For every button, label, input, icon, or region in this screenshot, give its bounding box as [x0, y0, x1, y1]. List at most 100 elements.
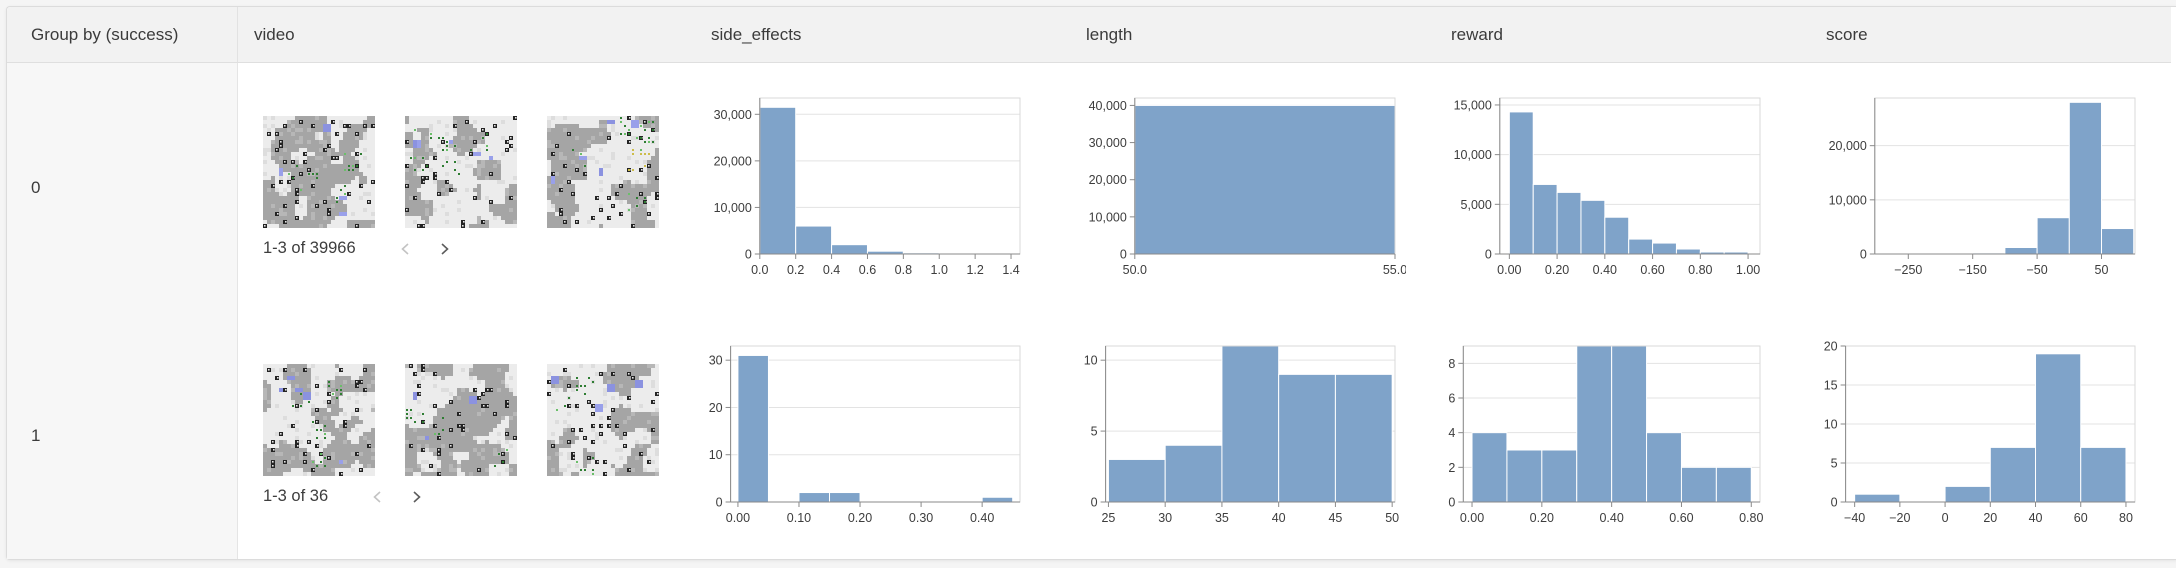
group-value-cell: 0	[7, 63, 238, 313]
column-header-video[interactable]: video	[238, 7, 666, 63]
histogram-cell-side-effects-row0: 0.0 0.2 0.4 0.6 0.8 1.0 1.2 1.4 0 10,000 20,000 30,…	[666, 63, 1041, 313]
svg-text:20: 20	[1824, 340, 1838, 354]
svg-text:6: 6	[1448, 392, 1455, 406]
svg-text:40: 40	[1272, 511, 1286, 525]
svg-text:0.40: 0.40	[970, 511, 994, 525]
svg-text:0.0: 0.0	[751, 263, 768, 277]
svg-text:10: 10	[709, 448, 723, 462]
svg-text:15,000: 15,000	[1454, 98, 1492, 112]
svg-text:1.0: 1.0	[931, 263, 948, 277]
svg-text:4: 4	[1448, 426, 1455, 440]
svg-text:0.40: 0.40	[1593, 263, 1617, 277]
svg-text:0.20: 0.20	[848, 511, 872, 525]
svg-text:5,000: 5,000	[1461, 198, 1492, 212]
svg-text:50: 50	[2095, 263, 2109, 277]
svg-text:0.00: 0.00	[726, 511, 750, 525]
svg-text:50.0: 50.0	[1123, 263, 1147, 277]
histogram-chart: −40 −20 0 20 40 60 80 0 5 10 15 20	[1815, 336, 2147, 536]
svg-text:80: 80	[2119, 511, 2133, 525]
gridworld-thumbnail[interactable]	[405, 363, 517, 476]
gridworld-thumbnail[interactable]	[405, 115, 517, 228]
svg-text:60: 60	[2074, 511, 2088, 525]
svg-text:1.4: 1.4	[1002, 263, 1019, 277]
svg-text:0.10: 0.10	[787, 511, 811, 525]
column-header-side-effects[interactable]: side_effects	[666, 7, 1041, 63]
svg-text:10,000: 10,000	[1454, 148, 1492, 162]
svg-text:35: 35	[1215, 511, 1229, 525]
column-header-group-by[interactable]: Group by (success)	[7, 7, 238, 63]
video-thumbnails	[263, 363, 659, 476]
video-cell: 1-3 of 39966	[238, 63, 666, 313]
svg-text:45: 45	[1328, 511, 1342, 525]
chevron-left-icon[interactable]	[394, 237, 418, 261]
svg-text:0: 0	[1860, 248, 1867, 262]
svg-text:2: 2	[1448, 461, 1455, 475]
chevron-left-icon[interactable]	[366, 485, 390, 509]
gridworld-thumbnail[interactable]	[547, 363, 659, 476]
svg-text:30: 30	[1158, 511, 1172, 525]
svg-text:15: 15	[1824, 379, 1838, 393]
video-cell: 1-3 of 36	[238, 313, 666, 559]
svg-text:0.30: 0.30	[909, 511, 933, 525]
svg-text:−50: −50	[2026, 263, 2047, 277]
svg-text:1.00: 1.00	[1736, 263, 1760, 277]
svg-text:0: 0	[1448, 496, 1455, 510]
histogram-chart: 0.0 0.2 0.4 0.6 0.8 1.0 1.2 1.4 0 10,000 20,000 30,…	[700, 88, 1032, 288]
svg-text:10,000: 10,000	[1089, 210, 1127, 224]
histogram-cell-length-row0: 50.0 55.0 0 10,000 20,000 30,000 40,000	[1041, 63, 1407, 313]
svg-text:30: 30	[709, 354, 723, 368]
histogram-chart: −250 −150 −50 50 0 10,000 20,000	[1815, 88, 2147, 288]
svg-text:20,000: 20,000	[714, 154, 752, 168]
svg-text:−150: −150	[1959, 263, 1987, 277]
svg-text:0.6: 0.6	[859, 263, 876, 277]
histogram-cell-side-effects-row1: 0.00 0.10 0.20 0.30 0.40 0 10 20 30	[666, 313, 1041, 559]
video-thumbnails	[263, 115, 659, 228]
svg-text:0.2: 0.2	[787, 263, 804, 277]
histogram-chart: 50.0 55.0 0 10,000 20,000 30,000 40,000	[1075, 88, 1407, 288]
svg-text:55.0: 55.0	[1383, 263, 1407, 277]
svg-text:40: 40	[2029, 511, 2043, 525]
svg-text:1.2: 1.2	[966, 263, 983, 277]
svg-text:0.00: 0.00	[1497, 263, 1521, 277]
svg-text:0.60: 0.60	[1669, 511, 1693, 525]
gridworld-thumbnail[interactable]	[547, 115, 659, 228]
chevron-right-icon[interactable]	[432, 237, 456, 261]
svg-text:−250: −250	[1894, 263, 1922, 277]
gridworld-thumbnail[interactable]	[263, 363, 375, 476]
svg-text:0: 0	[716, 496, 723, 510]
gridworld-thumbnail[interactable]	[263, 115, 375, 228]
group-value-cell: 1	[7, 313, 238, 559]
svg-text:8: 8	[1448, 357, 1455, 371]
svg-text:−20: −20	[1889, 511, 1910, 525]
column-header-length[interactable]: length	[1041, 7, 1406, 63]
svg-text:20,000: 20,000	[1089, 173, 1127, 187]
histogram-chart: 0.00 0.20 0.40 0.60 0.80 1.00 0 5,000 10,000 15,0…	[1440, 88, 1772, 288]
histogram-chart: 25 30 35 40 45 50 0 5 10	[1075, 336, 1407, 536]
svg-text:0: 0	[1091, 496, 1098, 510]
svg-text:0.80: 0.80	[1688, 263, 1712, 277]
svg-text:0.80: 0.80	[1739, 511, 1763, 525]
svg-text:0: 0	[1942, 511, 1949, 525]
svg-text:20: 20	[709, 401, 723, 415]
column-header-reward[interactable]: reward	[1406, 7, 1781, 63]
svg-text:0.00: 0.00	[1460, 511, 1484, 525]
svg-text:30,000: 30,000	[1089, 136, 1127, 150]
svg-text:0: 0	[1485, 248, 1492, 262]
svg-text:0.8: 0.8	[895, 263, 912, 277]
grouped-table: Group by (success) video side_effects le…	[6, 6, 2176, 560]
chevron-right-icon[interactable]	[404, 485, 428, 509]
svg-text:5: 5	[1091, 425, 1098, 439]
svg-text:20: 20	[1983, 511, 1997, 525]
svg-text:25: 25	[1101, 511, 1115, 525]
svg-text:−40: −40	[1844, 511, 1865, 525]
histogram-cell-reward-row0: 0.00 0.20 0.40 0.60 0.80 1.00 0 5,000 10,000 15,0…	[1406, 63, 1781, 313]
histogram-cell-score-row0: −250 −150 −50 50 0 10,000 20,000	[1781, 63, 2171, 313]
svg-text:50: 50	[1385, 511, 1399, 525]
pagination-label: 1-3 of 39966	[263, 239, 356, 257]
svg-text:0.4: 0.4	[823, 263, 840, 277]
histogram-chart: 0.00 0.20 0.40 0.60 0.80 0 2 4 6 8	[1440, 336, 1772, 536]
svg-text:0.20: 0.20	[1545, 263, 1569, 277]
media-pager: 1-3 of 36	[263, 485, 428, 509]
column-header-score[interactable]: score	[1781, 7, 2171, 63]
